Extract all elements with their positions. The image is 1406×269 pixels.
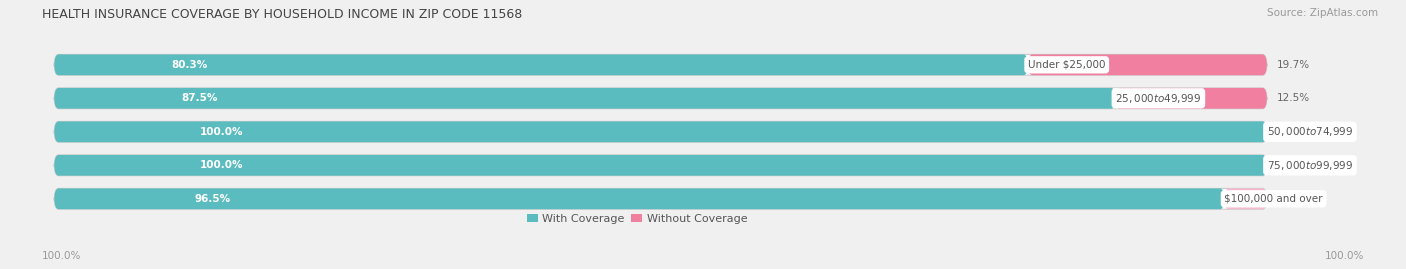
Text: 100.0%: 100.0% [200, 160, 243, 170]
FancyBboxPatch shape [55, 88, 1267, 109]
Text: 19.7%: 19.7% [1277, 60, 1309, 70]
FancyBboxPatch shape [55, 155, 1267, 176]
FancyBboxPatch shape [55, 54, 1028, 75]
Text: 100.0%: 100.0% [42, 251, 82, 261]
Text: $50,000 to $74,999: $50,000 to $74,999 [1267, 125, 1353, 138]
FancyBboxPatch shape [55, 188, 1225, 209]
Text: 0.0%: 0.0% [1291, 127, 1317, 137]
FancyBboxPatch shape [55, 121, 1267, 142]
Text: 3.5%: 3.5% [1277, 194, 1303, 204]
Text: 100.0%: 100.0% [1324, 251, 1364, 261]
Text: Under $25,000: Under $25,000 [1028, 60, 1105, 70]
Text: 80.3%: 80.3% [172, 60, 208, 70]
Text: 100.0%: 100.0% [200, 127, 243, 137]
Text: 12.5%: 12.5% [1277, 93, 1309, 103]
FancyBboxPatch shape [1115, 88, 1267, 109]
Text: $75,000 to $99,999: $75,000 to $99,999 [1267, 159, 1353, 172]
Text: 96.5%: 96.5% [194, 194, 231, 204]
FancyBboxPatch shape [1225, 188, 1267, 209]
Legend: With Coverage, Without Coverage: With Coverage, Without Coverage [526, 214, 748, 224]
FancyBboxPatch shape [55, 88, 1115, 109]
FancyBboxPatch shape [55, 155, 1267, 176]
Text: HEALTH INSURANCE COVERAGE BY HOUSEHOLD INCOME IN ZIP CODE 11568: HEALTH INSURANCE COVERAGE BY HOUSEHOLD I… [42, 8, 523, 21]
FancyBboxPatch shape [55, 188, 1267, 209]
FancyBboxPatch shape [55, 54, 1267, 75]
Text: $100,000 and over: $100,000 and over [1225, 194, 1323, 204]
Text: 87.5%: 87.5% [181, 93, 218, 103]
Text: Source: ZipAtlas.com: Source: ZipAtlas.com [1267, 8, 1378, 18]
Text: $25,000 to $49,999: $25,000 to $49,999 [1115, 92, 1202, 105]
FancyBboxPatch shape [1028, 54, 1267, 75]
FancyBboxPatch shape [55, 121, 1267, 142]
Text: 0.0%: 0.0% [1291, 160, 1317, 170]
